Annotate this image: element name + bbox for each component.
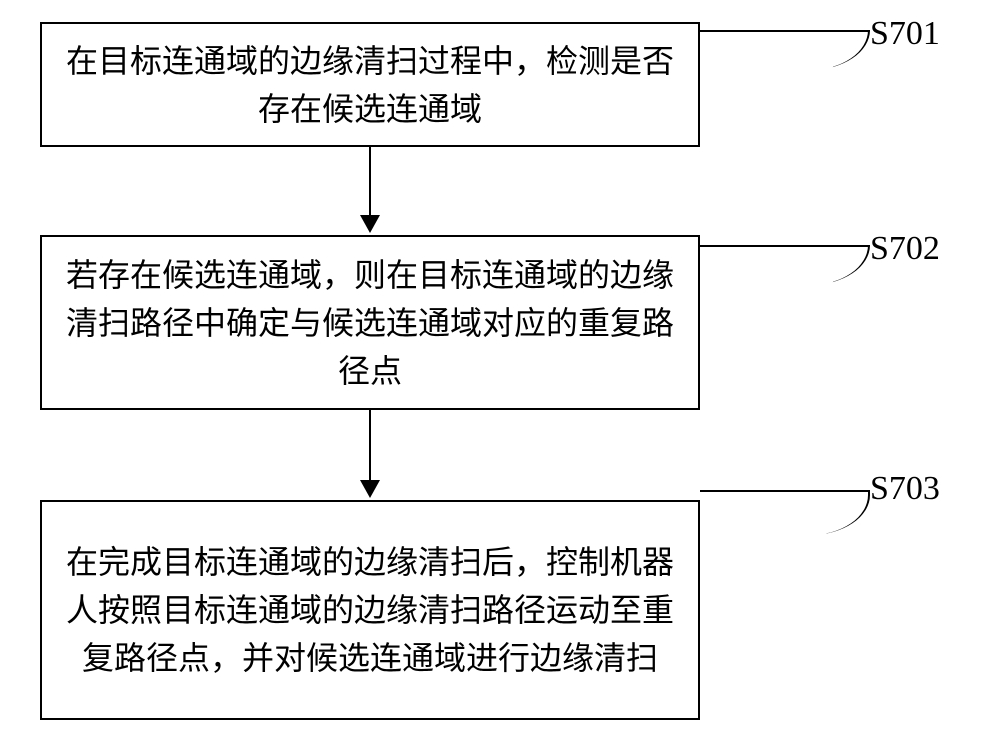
label-connector-s701 [700,30,870,70]
step-text-s703: 在完成目标连通域的边缘清扫后，控制机器人按照目标连通域的边缘清扫路径运动至重复路… [62,538,678,682]
step-label-s701: S701 [870,15,940,53]
arrow-head-2 [360,480,380,498]
flowchart-canvas: 在目标连通域的边缘清扫过程中，检测是否存在候选连通域 S701 若存在候选连通域… [0,0,1000,746]
label-connector-s702 [700,245,870,285]
step-text-s702: 若存在候选连通域，则在目标连通域的边缘清扫路径中确定与候选连通域对应的重复路径点 [62,251,678,395]
step-label-s702: S702 [870,230,940,268]
arrow-line-1 [369,147,371,215]
step-box-s703: 在完成目标连通域的边缘清扫后，控制机器人按照目标连通域的边缘清扫路径运动至重复路… [40,500,700,720]
step-box-s702: 若存在候选连通域，则在目标连通域的边缘清扫路径中确定与候选连通域对应的重复路径点 [40,235,700,410]
step-label-s703: S703 [870,470,940,508]
step-box-s701: 在目标连通域的边缘清扫过程中，检测是否存在候选连通域 [40,22,700,147]
label-connector-s703 [700,490,870,535]
arrow-head-1 [360,215,380,233]
arrow-line-2 [369,410,371,480]
step-text-s701: 在目标连通域的边缘清扫过程中，检测是否存在候选连通域 [62,37,678,133]
